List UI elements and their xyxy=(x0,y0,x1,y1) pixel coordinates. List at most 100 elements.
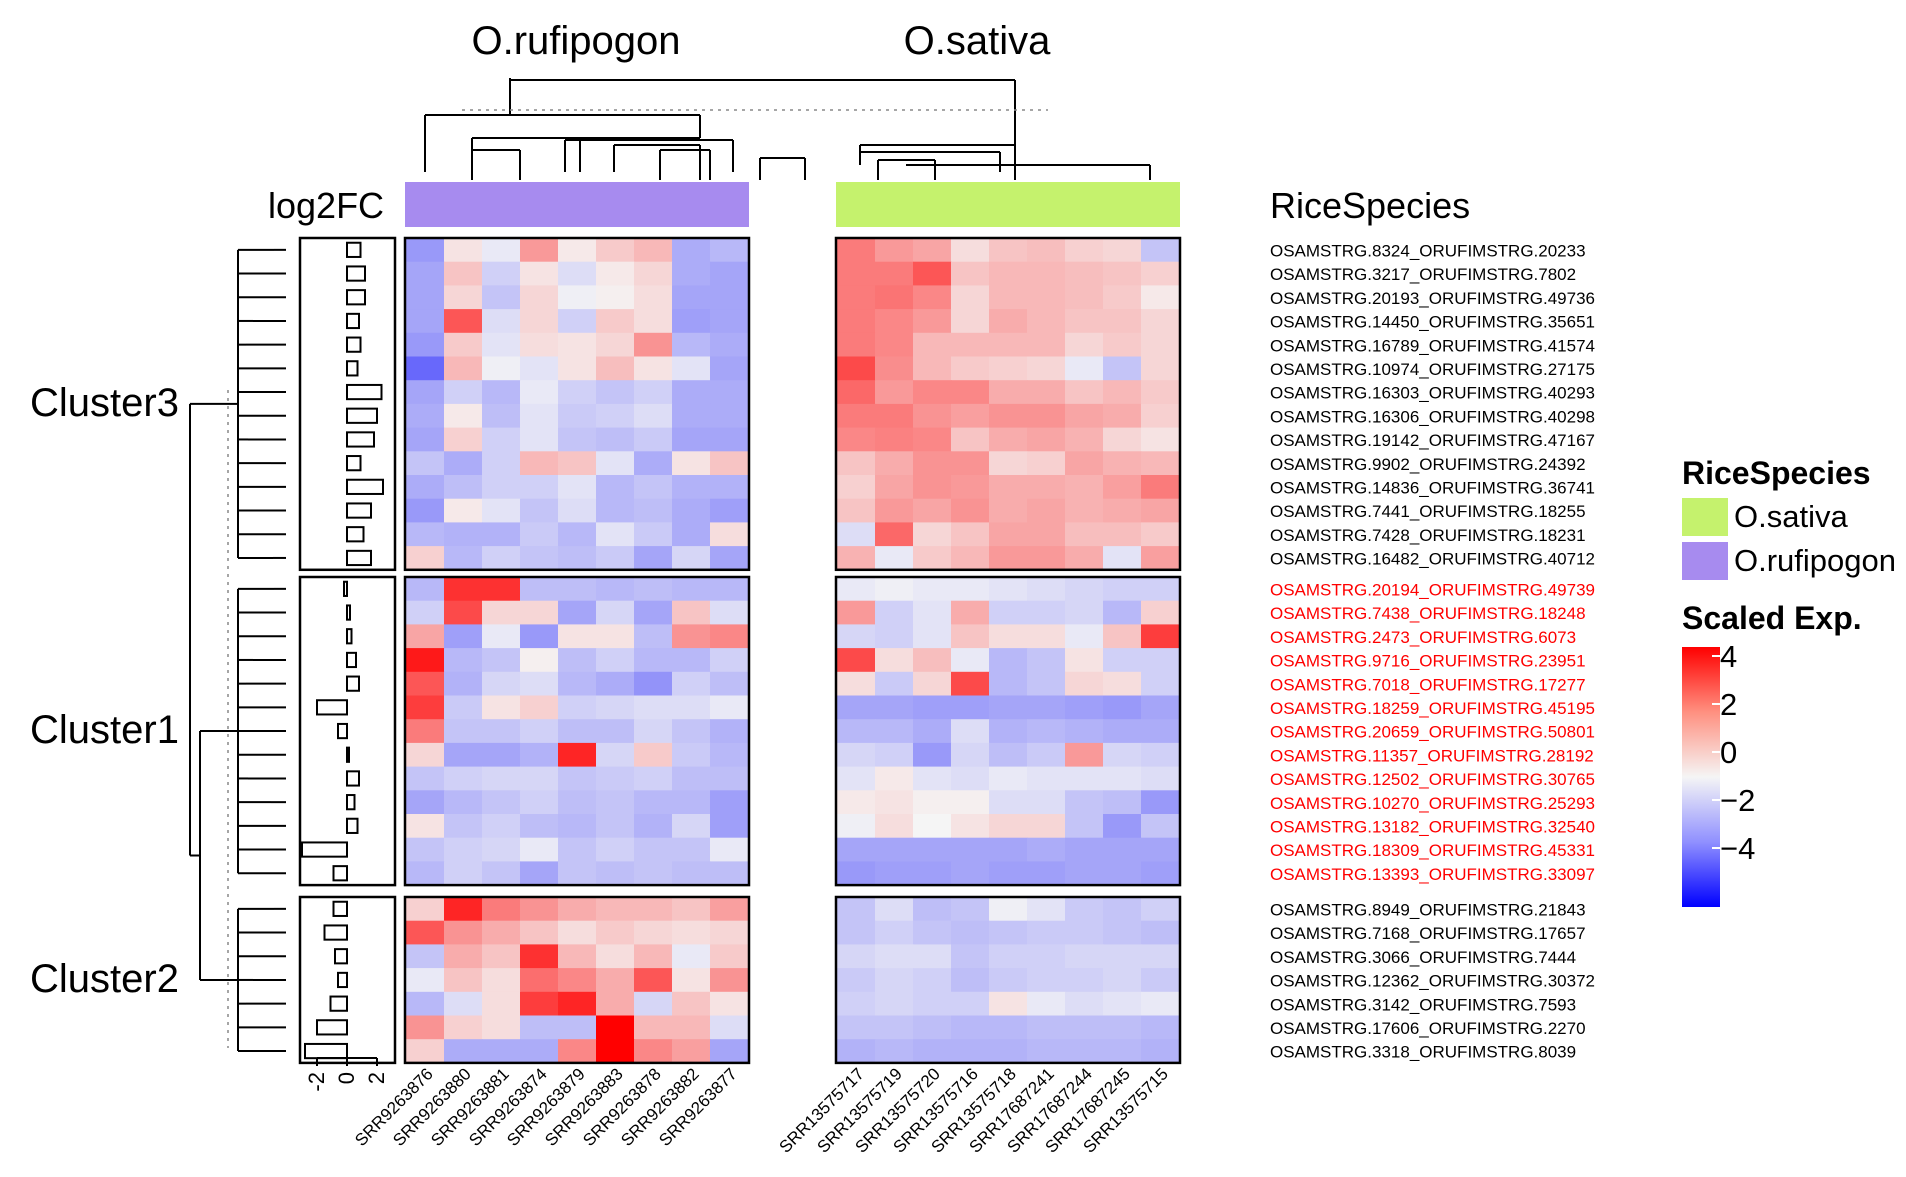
heatmap-cell xyxy=(672,475,711,500)
heatmap-cell xyxy=(1141,790,1180,815)
heatmap-cell xyxy=(710,837,749,862)
heatmap-cell xyxy=(558,991,597,1017)
heatmap-cell xyxy=(406,861,445,886)
heatmap-cell xyxy=(913,498,952,523)
heatmap-cell xyxy=(596,671,635,697)
heatmap-cell xyxy=(913,522,952,547)
heatmap-cell xyxy=(596,814,635,839)
heatmap-cell xyxy=(520,498,559,523)
heatmap-cell xyxy=(710,861,749,886)
heatmap-cell xyxy=(1027,837,1066,862)
heatmap-cell xyxy=(672,600,711,625)
log2fc-barplot xyxy=(298,236,397,1066)
heatmap-cell xyxy=(837,522,876,547)
heatmap-cell xyxy=(520,1015,559,1040)
scale-tick: 0 xyxy=(1711,735,1738,770)
heatmap-cell xyxy=(913,380,952,405)
heatmap-cell xyxy=(520,577,559,602)
heatmap-cell xyxy=(482,671,521,697)
heatmap-cell xyxy=(444,837,483,862)
heatmap-cell xyxy=(558,451,597,476)
heatmap-cell xyxy=(406,814,445,839)
heatmap-cell xyxy=(482,522,521,547)
heatmap-cell xyxy=(1141,991,1180,1017)
figure-labels: O.rufipogonSRR9263876SRR9263880SRR926388… xyxy=(30,19,1595,1157)
heatmap-cell xyxy=(1141,920,1180,945)
heatmap-cell xyxy=(482,332,521,358)
heatmap-cell xyxy=(989,427,1028,452)
heatmap-cell xyxy=(634,920,673,945)
heatmap-cell xyxy=(1027,309,1066,334)
heatmap-cell xyxy=(634,991,673,1017)
heatmap-cell xyxy=(596,522,635,547)
heatmap-cell xyxy=(875,285,914,310)
heatmap-cell xyxy=(482,648,521,673)
heatmap-cell xyxy=(989,380,1028,405)
heatmap-cell xyxy=(989,920,1028,945)
heatmap-cell xyxy=(951,624,990,649)
heatmap-cell xyxy=(406,427,445,452)
heatmap-cell xyxy=(1065,522,1104,547)
heatmap-cell xyxy=(710,671,749,697)
heatmap-cell xyxy=(913,991,952,1017)
heatmap-cell xyxy=(596,356,635,381)
heatmap-cell xyxy=(1141,671,1180,697)
heatmap-cell xyxy=(837,577,876,602)
heatmap-cell xyxy=(634,695,673,720)
heatmap-cell xyxy=(444,475,483,500)
heatmap-cell xyxy=(520,427,559,452)
scale-tick: 2 xyxy=(1711,687,1738,722)
log2fc-bar xyxy=(343,580,348,597)
heatmap-cell xyxy=(710,790,749,815)
heatmap-cell xyxy=(596,861,635,886)
heatmap-cell xyxy=(1103,309,1142,334)
heatmap-cell xyxy=(710,546,749,571)
heatmap-cell xyxy=(710,475,749,500)
heatmap-cell xyxy=(1027,695,1066,720)
heatmap-cell xyxy=(1065,991,1104,1017)
heatmap-cell xyxy=(558,546,597,571)
heatmap-cell xyxy=(558,671,597,697)
heatmap-cell xyxy=(596,238,635,263)
heatmap-cell xyxy=(634,671,673,697)
heatmap-cell xyxy=(951,920,990,945)
heatmap-cell xyxy=(672,968,711,993)
heatmap-cell xyxy=(951,577,990,602)
heatmap-cell xyxy=(710,600,749,625)
gene-label: OSAMSTRG.7441_ORUFIMSTRG.18255 xyxy=(1270,502,1586,521)
log2fc-bar xyxy=(346,746,350,763)
heatmap-cell xyxy=(951,546,990,571)
heatmap-cell xyxy=(520,285,559,310)
heatmap-cell xyxy=(837,238,876,263)
heatmap-cell xyxy=(596,577,635,602)
heatmap-cell xyxy=(596,742,635,768)
heatmap-cell xyxy=(406,498,445,523)
heatmap-cell xyxy=(634,648,673,673)
heatmap-cell xyxy=(444,380,483,405)
legend-swatch-sativa xyxy=(1682,498,1728,536)
heatmap-cell xyxy=(520,790,559,815)
scale-tick: 4 xyxy=(1711,639,1738,674)
heatmap-cell xyxy=(406,695,445,720)
heatmap-cell xyxy=(875,766,914,791)
scale-tick: −2 xyxy=(1711,783,1756,818)
heatmap-cell xyxy=(634,719,673,744)
heatmap-cell xyxy=(989,498,1028,523)
heatmap-cell xyxy=(634,427,673,452)
heatmap-cell xyxy=(951,403,990,429)
color-gradient xyxy=(1682,647,1720,907)
heatmap-cell xyxy=(596,968,635,993)
heatmap-cell xyxy=(482,897,521,922)
heatmap-cell xyxy=(989,522,1028,547)
heatmap-cell xyxy=(989,356,1028,381)
heatmap-cell xyxy=(837,742,876,768)
heatmap-cell xyxy=(913,968,952,993)
log2fc-bar xyxy=(346,794,356,811)
heatmap-cell xyxy=(710,1039,749,1064)
heatmap-cell xyxy=(1027,600,1066,625)
log2fc-bar xyxy=(329,995,348,1012)
heatmap-cell xyxy=(1065,837,1104,862)
heatmap-cell xyxy=(875,790,914,815)
heatmap-cell xyxy=(558,332,597,358)
heatmap-cell xyxy=(520,475,559,500)
